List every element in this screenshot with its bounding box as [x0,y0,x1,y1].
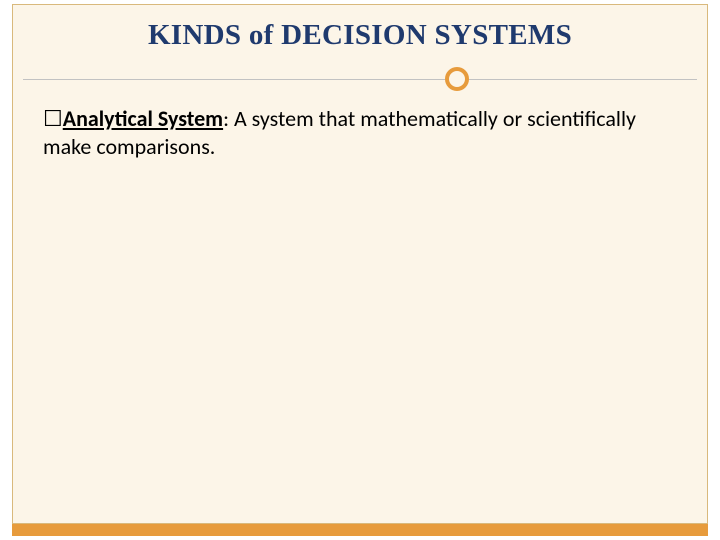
slide-title: KINDS of DECISION SYSTEMS [13,19,707,52]
slide-container: KINDS of DECISION SYSTEMS ☐Analytical Sy… [12,4,708,524]
colon-text: : [223,105,234,132]
divider-line [23,79,697,80]
divider-circle-icon [445,67,469,91]
term-text: Analytical System [63,105,223,132]
body-text: ☐Analytical System: A system that mathem… [43,105,667,160]
bullet-marker-icon: ☐ [43,106,63,131]
bottom-accent-bar [12,524,708,536]
